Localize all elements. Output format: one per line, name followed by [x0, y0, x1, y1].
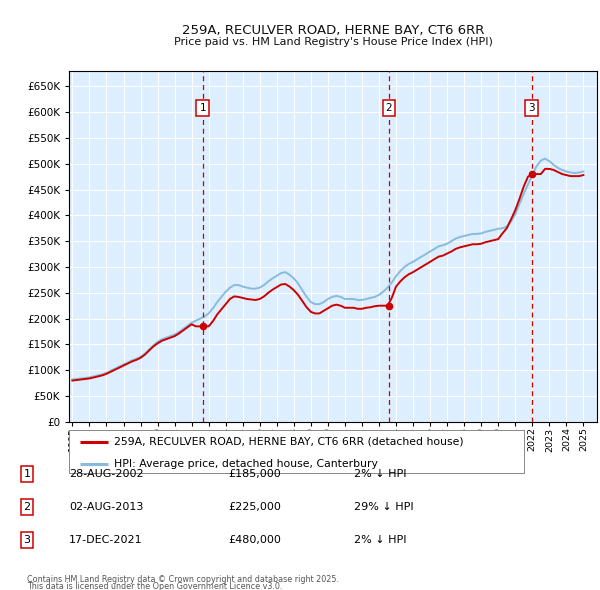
Text: 2% ↓ HPI: 2% ↓ HPI	[354, 469, 407, 478]
Text: 259A, RECULVER ROAD, HERNE BAY, CT6 6RR (detached house): 259A, RECULVER ROAD, HERNE BAY, CT6 6RR …	[115, 437, 464, 447]
Text: HPI: Average price, detached house, Canterbury: HPI: Average price, detached house, Cant…	[115, 458, 379, 468]
Text: 3: 3	[528, 103, 535, 113]
Text: 259A, RECULVER ROAD, HERNE BAY, CT6 6RR: 259A, RECULVER ROAD, HERNE BAY, CT6 6RR	[182, 24, 484, 37]
Text: Contains HM Land Registry data © Crown copyright and database right 2025.: Contains HM Land Registry data © Crown c…	[27, 575, 339, 584]
Text: £225,000: £225,000	[228, 502, 281, 512]
Text: 02-AUG-2013: 02-AUG-2013	[69, 502, 143, 512]
Text: 2: 2	[23, 502, 31, 512]
Text: This data is licensed under the Open Government Licence v3.0.: This data is licensed under the Open Gov…	[27, 582, 283, 590]
Text: 1: 1	[23, 469, 31, 478]
Text: 3: 3	[23, 535, 31, 545]
Text: 29% ↓ HPI: 29% ↓ HPI	[354, 502, 413, 512]
Text: 2% ↓ HPI: 2% ↓ HPI	[354, 535, 407, 545]
Text: 28-AUG-2002: 28-AUG-2002	[69, 469, 143, 478]
Text: 2: 2	[386, 103, 392, 113]
Text: £480,000: £480,000	[228, 535, 281, 545]
Text: 1: 1	[199, 103, 206, 113]
Text: 17-DEC-2021: 17-DEC-2021	[69, 535, 143, 545]
Text: £185,000: £185,000	[228, 469, 281, 478]
Text: Price paid vs. HM Land Registry's House Price Index (HPI): Price paid vs. HM Land Registry's House …	[173, 37, 493, 47]
